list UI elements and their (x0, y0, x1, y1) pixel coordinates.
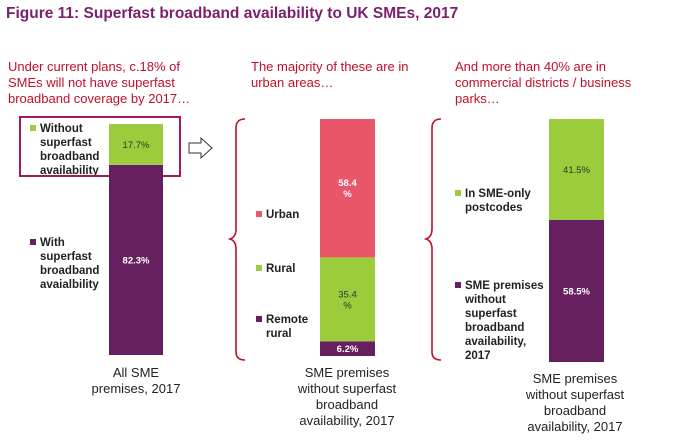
legend-label: Remote (266, 314, 309, 326)
data-label: % (343, 300, 352, 311)
annotation-line: commercial districts / business (455, 75, 632, 90)
legend-label: broadband (40, 265, 100, 277)
legend-swatch (256, 211, 262, 217)
legend-label: With (40, 237, 65, 249)
bar-segment (109, 124, 163, 165)
legend-rural: Rural (256, 262, 295, 276)
highlight-box (19, 116, 181, 177)
annotation-line: And more than 40% are in (455, 59, 607, 74)
legend-urban: Urban (256, 208, 299, 222)
chart-title: Figure 11: Superfast broadband availabil… (6, 5, 459, 22)
legend-label: superfast (40, 251, 92, 263)
category-label-line: SME premises (532, 371, 618, 386)
category-label-col2: SME premises without superfast broadband… (272, 365, 422, 429)
legend-sme-premises: SME premises without superfast broadband… (455, 279, 544, 363)
legend-label: broadband (465, 322, 525, 334)
bar-segment (549, 119, 604, 220)
legend-swatch (256, 316, 262, 322)
category-label-col1: All SME premises, 2017 (76, 365, 196, 397)
category-label-line: broadband (315, 397, 379, 412)
data-label: 17.7% (123, 140, 150, 151)
data-label: 58.5% (563, 286, 590, 297)
category-label-line: availability, 2017 (527, 419, 623, 434)
legend-swatch (455, 282, 461, 288)
legend-remote-rural: Remote rural (256, 313, 308, 341)
legend-label: superfast (465, 308, 517, 320)
annotation-col2: The majority of these are in urban areas… (251, 59, 409, 91)
data-label: 6.2% (337, 344, 359, 355)
legend-label: without (465, 294, 506, 306)
category-label-line: without superfast (297, 381, 397, 396)
legend-label: Rural (266, 263, 296, 275)
data-label: 82.3% (123, 255, 150, 266)
legend-label: broadband (40, 151, 100, 163)
data-label: 58.4 (338, 178, 357, 189)
annotation-line: parks… (455, 91, 500, 106)
legend-label: rural (266, 328, 292, 340)
data-label: 41.5% (563, 165, 590, 176)
bar-segment (109, 164, 163, 355)
legend-label: In SME-only (465, 188, 531, 200)
legend-swatch (455, 190, 461, 196)
category-label-line: without superfast (525, 387, 625, 402)
legend-label: Urban (266, 209, 300, 221)
bar-segment (549, 219, 604, 362)
category-label-line: broadband (543, 403, 607, 418)
bracket-left-col2 (227, 118, 246, 361)
legend-swatch (30, 125, 36, 131)
data-label: 35.4 (338, 289, 357, 300)
legend-label: SME premises (465, 280, 544, 292)
category-label-line: premises, 2017 (91, 381, 181, 396)
category-label-line: availability, 2017 (299, 413, 395, 428)
annotation-line: Under current plans, c.18% of (8, 59, 180, 74)
bracket-left-col3 (423, 118, 442, 361)
legend-without-availability: Without superfast broadband availability (30, 122, 99, 178)
legend-label: postcodes (465, 202, 523, 214)
arrow-icon (188, 136, 213, 160)
legend-swatch (30, 239, 36, 245)
annotation-col1: Under current plans, c.18% of SMEs will … (8, 59, 190, 107)
legend-label: availability (40, 165, 99, 177)
legend-label: avaialbility (40, 279, 99, 291)
annotation-line: SMEs will not have superfast (8, 75, 175, 90)
bar-segment (320, 119, 375, 258)
legend-label: 2017 (465, 350, 491, 362)
legend-sme-only: In SME-only postcodes (455, 187, 531, 215)
legend-swatch (256, 265, 262, 271)
legend-with-availability: With superfast broadband avaialbility (30, 236, 99, 292)
legend-label: availability, (465, 336, 527, 348)
category-label-line: All SME (112, 365, 160, 380)
category-label-col3: SME premises without superfast broadband… (500, 371, 650, 435)
bar-segment (320, 341, 375, 356)
bar-segment (320, 257, 375, 342)
category-label-line: SME premises (304, 365, 390, 380)
annotation-line: broadband coverage by 2017… (8, 91, 191, 106)
annotation-line: The majority of these are in (251, 59, 409, 74)
annotation-col3: And more than 40% are in commercial dist… (455, 59, 631, 107)
annotation-line: urban areas… (251, 75, 334, 90)
legend-label: Without (40, 123, 83, 135)
data-label: % (343, 189, 352, 200)
legend-label: superfast (40, 137, 92, 149)
